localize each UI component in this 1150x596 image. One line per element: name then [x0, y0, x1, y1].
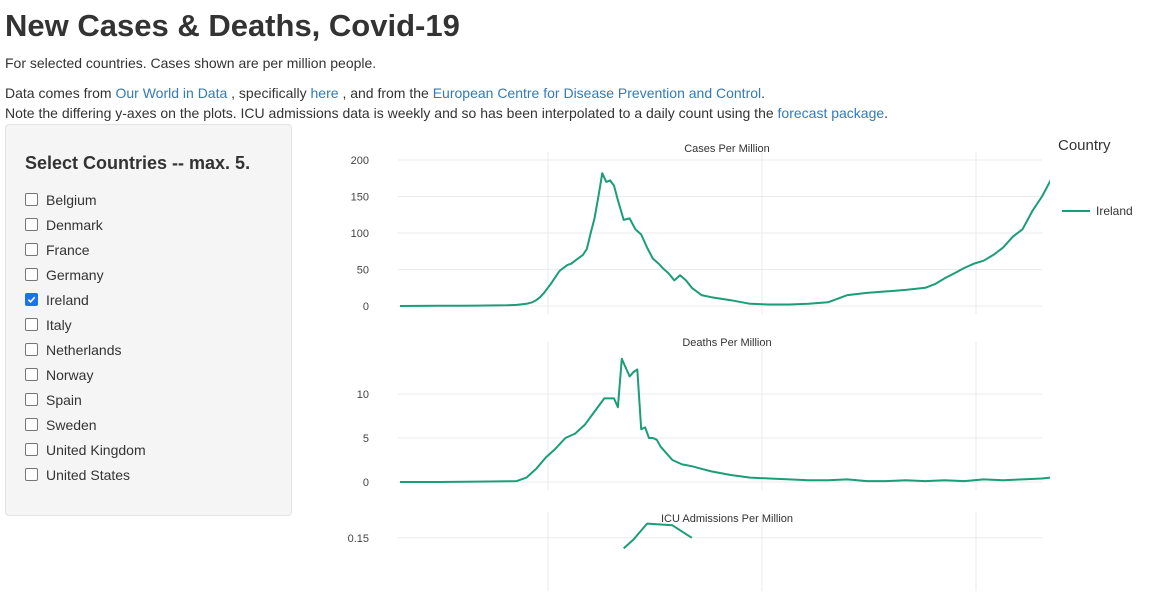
chart-title: ICU Admissions Per Million [661, 513, 793, 525]
country-option-italy[interactable]: Italy [25, 312, 146, 337]
y-tick-label: 100 [351, 228, 369, 240]
country-label: United States [46, 466, 131, 483]
y-tick-label: 5 [363, 433, 369, 445]
y-tick-label: 0.15 [348, 533, 369, 545]
note-line: Note the differing y-axes on the plots. … [5, 103, 888, 123]
series-line-ireland [623, 522, 693, 550]
series-line-ireland [400, 357, 1058, 483]
legend-swatch [1062, 210, 1090, 212]
country-option-norway[interactable]: Norway [25, 362, 146, 387]
country-option-united-kingdom[interactable]: United Kingdom [25, 437, 146, 462]
checkbox[interactable] [25, 368, 38, 381]
country-label: Sweden [46, 416, 97, 433]
country-option-ireland[interactable]: Ireland [25, 287, 146, 312]
series-line-ireland [399, 163, 1059, 307]
country-option-sweden[interactable]: Sweden [25, 412, 146, 437]
country-option-belgium[interactable]: Belgium [25, 187, 146, 212]
country-label: Norway [46, 366, 94, 383]
page-title: New Cases & Deaths, Covid-19 [5, 8, 460, 43]
subtitle: For selected countries. Cases shown are … [5, 55, 377, 71]
note-end: . [884, 105, 889, 121]
country-label: Belgium [46, 191, 97, 208]
country-label: France [46, 241, 90, 258]
checkbox[interactable] [25, 443, 38, 456]
ecdc-link[interactable]: European Centre for Disease Prevention a… [432, 85, 762, 101]
here-link[interactable]: here [310, 85, 339, 101]
source-text-2: , specifically [231, 85, 307, 101]
country-label: Denmark [46, 216, 103, 233]
checkbox[interactable] [25, 218, 38, 231]
country-label: Ireland [46, 291, 89, 308]
checkbox[interactable] [25, 343, 38, 356]
country-label: Italy [46, 316, 72, 333]
country-option-denmark[interactable]: Denmark [25, 212, 146, 237]
checkbox[interactable] [25, 268, 38, 281]
charts-area: Cases Per Million 0 50 100 150 200 Deaths Per … [300, 130, 1059, 596]
country-option-netherlands[interactable]: Netherlands [25, 337, 146, 362]
forecast-package-link[interactable]: forecast package [777, 105, 885, 121]
country-label: Spain [46, 391, 82, 408]
legend-label: Ireland [1096, 204, 1133, 218]
country-label: Germany [46, 266, 104, 283]
country-label: Netherlands [46, 341, 122, 358]
source-line: Data comes from Our World in Data , spec… [5, 83, 765, 103]
checkbox[interactable] [25, 193, 38, 206]
chart-title: Deaths Per Million [682, 337, 771, 349]
country-selector-panel: Select Countries -- max. 5. Belgium Denma… [5, 124, 292, 516]
country-option-spain[interactable]: Spain [25, 387, 146, 412]
sidebar-title: Select Countries -- max. 5. [25, 153, 251, 173]
country-option-united-states[interactable]: United States [25, 462, 146, 487]
checkbox[interactable] [25, 318, 38, 331]
checkbox-checked[interactable] [25, 293, 38, 306]
country-checkbox-list: Belgium Denmark France Germany Ireland Italy N… [25, 187, 146, 487]
country-label: United Kingdom [46, 441, 146, 458]
note-text: Note the differing y-axes on the plots. … [5, 105, 774, 121]
y-tick-label: 50 [357, 265, 369, 277]
country-option-france[interactable]: France [25, 237, 146, 262]
y-tick-label: 10 [357, 389, 369, 401]
our-world-in-data-link[interactable]: Our World in Data [115, 85, 228, 101]
source-text-3: , and from the [342, 85, 429, 101]
legend-title: Country [1058, 137, 1111, 154]
y-tick-label: 0 [363, 477, 369, 489]
checkbox[interactable] [25, 243, 38, 256]
checkbox[interactable] [25, 468, 38, 481]
y-tick-label: 150 [351, 192, 369, 204]
source-text-4: . [761, 85, 766, 101]
country-option-germany[interactable]: Germany [25, 262, 146, 287]
y-tick-label: 200 [351, 155, 369, 167]
checkbox[interactable] [25, 393, 38, 406]
chart-title: Cases Per Million [684, 143, 770, 155]
source-text-1: Data comes from [5, 85, 112, 101]
legend-item-ireland[interactable]: Ireland [1062, 204, 1133, 218]
y-tick-label: 0 [363, 301, 369, 313]
checkbox[interactable] [25, 418, 38, 431]
